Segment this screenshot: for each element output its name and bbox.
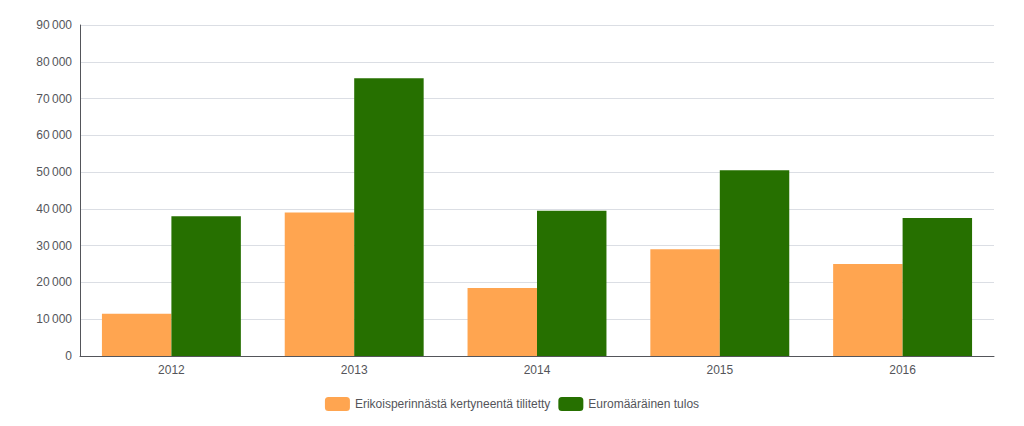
svg-text:50 000: 50 000 xyxy=(36,165,72,179)
svg-text:40 000: 40 000 xyxy=(36,202,72,216)
svg-text:70 000: 70 000 xyxy=(36,92,72,106)
svg-text:60 000: 60 000 xyxy=(36,128,72,142)
svg-text:2015: 2015 xyxy=(706,363,733,377)
svg-text:80 000: 80 000 xyxy=(36,55,72,69)
svg-text:90 000: 90 000 xyxy=(36,18,72,32)
svg-text:2012: 2012 xyxy=(158,363,185,377)
svg-text:20 000: 20 000 xyxy=(36,275,72,289)
svg-text:2013: 2013 xyxy=(341,363,368,377)
svg-text:Erikoisperinnästä kertyneentä: Erikoisperinnästä kertyneentä tilitetty xyxy=(355,397,550,411)
svg-text:0: 0 xyxy=(65,349,72,363)
svg-text:2014: 2014 xyxy=(524,363,551,377)
svg-text:2016: 2016 xyxy=(889,363,916,377)
svg-text:Euromääräinen tulos: Euromääräinen tulos xyxy=(588,397,699,411)
svg-text:30 000: 30 000 xyxy=(36,239,72,253)
svg-text:10 000: 10 000 xyxy=(36,312,72,326)
